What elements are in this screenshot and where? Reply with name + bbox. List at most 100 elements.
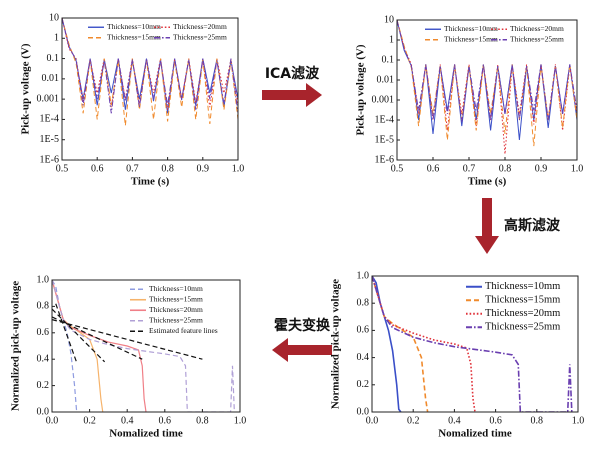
y-tick-label: 0.2 xyxy=(37,380,50,391)
arrow-hough: 霍夫变换 xyxy=(272,317,332,362)
legend-label: Thickness=20mm xyxy=(149,305,203,314)
x-tick-label: 0.2 xyxy=(83,415,96,426)
series-line xyxy=(62,18,238,126)
x-axis-label: Time (s) xyxy=(131,176,170,188)
x-tick-label: 1.0 xyxy=(571,163,584,174)
x-tick-label: 0.8 xyxy=(499,163,512,174)
series-line xyxy=(372,276,573,412)
x-tick-label: 1.0 xyxy=(572,415,585,426)
y-tick-label: 1 xyxy=(389,34,394,45)
x-tick-label: 0.4 xyxy=(448,415,461,426)
arrow-head xyxy=(475,236,499,254)
series-line xyxy=(62,18,238,114)
y-tick-label: 0.1 xyxy=(47,53,60,64)
y-tick-label: 0.01 xyxy=(377,74,395,85)
series-line xyxy=(52,280,235,412)
arrow-gauss: 高斯滤波 xyxy=(475,198,561,254)
plot-area xyxy=(372,276,573,412)
y-tick-label: 10 xyxy=(384,14,394,25)
x-tick-label: 0.8 xyxy=(161,163,174,174)
series-line xyxy=(372,276,476,412)
plot-area xyxy=(62,18,238,126)
x-tick-label: 1.0 xyxy=(232,163,245,174)
plot-area xyxy=(52,280,235,412)
legend-label: Thickness=25mm xyxy=(510,34,564,43)
x-axis-label: Nomalized time xyxy=(109,428,183,440)
x-tick-label: 0.6 xyxy=(91,163,104,174)
x-axis-label: Time (s) xyxy=(468,176,507,188)
legend-label: Thickness=15mm xyxy=(485,295,560,306)
x-tick-label: 0.6 xyxy=(159,415,172,426)
y-tick-label: 0.4 xyxy=(37,353,50,364)
y-axis-label: Normalized pick-up voltage xyxy=(10,281,22,411)
x-tick-label: 0.0 xyxy=(366,415,379,426)
arrow-label: ICA滤波 xyxy=(265,65,320,82)
series-line xyxy=(372,276,429,412)
x-tick-label: 0.5 xyxy=(56,163,69,174)
y-tick-label: 0.4 xyxy=(357,352,370,363)
x-tick-label: 0.5 xyxy=(391,163,404,174)
y-tick-label: 1E-6 xyxy=(40,154,59,165)
legend-label: Thickness=15mm xyxy=(107,32,161,41)
y-axis-label: Pick-up voltage (V) xyxy=(20,43,32,134)
y-tick-label: 0.01 xyxy=(42,73,60,84)
y-tick-label: 1E-6 xyxy=(375,154,394,165)
x-tick-label: 0.8 xyxy=(531,415,544,426)
chart: 1E-6 1E-5 1E-4 0.001 0.01 0.1 1 10 0.5 0.6 0.7 0.8 0… xyxy=(20,12,245,187)
x-tick-label: 0.6 xyxy=(489,415,502,426)
series-line xyxy=(52,280,104,412)
y-tick-label: 10 xyxy=(49,12,59,23)
y-tick-label: 0.0 xyxy=(37,406,50,417)
legend-label: Thickness=20mm xyxy=(173,22,227,31)
legend-label: Thickness=20mm xyxy=(485,308,560,319)
y-tick-label: 0.001 xyxy=(37,93,60,104)
series-line xyxy=(52,280,79,412)
y-tick-label: 1E-4 xyxy=(375,114,394,125)
y-tick-label: 1E-5 xyxy=(40,134,59,145)
legend-label: Thickness=10mm xyxy=(444,24,498,33)
legend-label: Estimated feature lines xyxy=(149,326,218,335)
arrow-head xyxy=(306,83,322,107)
plot-frame xyxy=(61,17,239,161)
plot-frame xyxy=(51,279,241,413)
y-tick-label: 0.8 xyxy=(357,297,370,308)
arrow-ica: ICA滤波 xyxy=(262,65,322,107)
plot-frame xyxy=(396,19,578,161)
legend-label: Thickness=25mm xyxy=(173,32,227,41)
x-tick-label: 0.6 xyxy=(427,163,440,174)
y-tick-label: 0.8 xyxy=(37,301,50,312)
arrow-shaft xyxy=(262,90,308,100)
y-tick-label: 1E-5 xyxy=(375,134,394,145)
x-tick-label: 0.9 xyxy=(535,163,548,174)
y-tick-label: 0.2 xyxy=(357,379,370,390)
x-tick-label: 0.8 xyxy=(196,415,209,426)
y-tick-label: 1.0 xyxy=(357,270,370,281)
x-axis-label: Nomalized time xyxy=(438,428,512,440)
x-tick-label: 0.2 xyxy=(407,415,420,426)
arrow-label: 高斯滤波 xyxy=(504,217,561,234)
chart: 1E-6 1E-5 1E-4 0.001 0.01 0.1 1 10 0.5 0.6 0.7 0.8 0… xyxy=(355,14,584,187)
legend-label: Thickness=10mm xyxy=(149,284,203,293)
arrow-shaft xyxy=(482,198,492,238)
arrow-head xyxy=(272,338,288,362)
y-tick-label: 0.6 xyxy=(357,325,370,336)
y-tick-label: 1E-4 xyxy=(40,114,59,125)
x-tick-label: 1.0 xyxy=(234,415,247,426)
y-tick-label: 0.1 xyxy=(382,54,395,65)
legend-label: Thickness=25mm xyxy=(485,322,560,333)
y-tick-label: 1.0 xyxy=(37,274,50,285)
plot-area xyxy=(397,20,577,155)
legend-label: Thickness=20mm xyxy=(510,24,564,33)
y-axis-label: Normalized pick-up voltage xyxy=(330,279,342,409)
legend-label: Thickness=25mm xyxy=(149,315,203,324)
series-line xyxy=(397,20,577,123)
chart: 0.0 0.2 0.4 0.6 0.8 1.0 0.0 0.2 0.4 0.6 0.8 1.0 Noma… xyxy=(10,274,247,439)
legend-label: Thickness=10mm xyxy=(485,281,560,292)
series-line xyxy=(372,276,402,412)
legend-label: Thickness=15mm xyxy=(444,34,498,43)
x-tick-label: 0.0 xyxy=(46,415,59,426)
arrow-label: 霍夫变换 xyxy=(274,317,331,334)
y-tick-label: 0.6 xyxy=(37,327,50,338)
